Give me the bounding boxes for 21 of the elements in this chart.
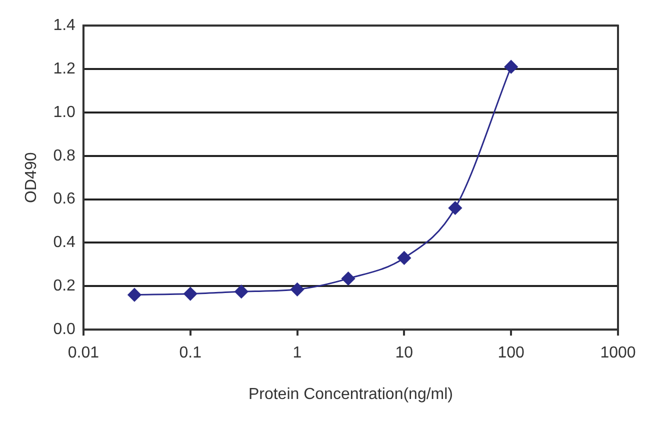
point: [504, 60, 518, 74]
point: [128, 288, 142, 302]
y-axis-title: OD490: [23, 152, 40, 203]
y-tick-label: 1.0: [53, 104, 76, 121]
point: [397, 251, 411, 265]
y-tick-label: 0.4: [53, 234, 76, 252]
point: [342, 272, 356, 286]
x-tick-label: 1000: [600, 344, 636, 362]
y-tick-label: 0.8: [53, 147, 76, 164]
y-tick-label: 0.2: [53, 278, 76, 295]
y-tick-label: 0.0: [53, 321, 76, 338]
y-tick-label: 1.2: [53, 60, 76, 78]
y-tick-label: 1.4: [53, 17, 76, 34]
y-tick-label: 0.6: [53, 190, 76, 208]
point: [234, 284, 248, 298]
x-tick-label: 100: [498, 344, 525, 362]
x-tick-label: 10: [395, 344, 414, 362]
x-axis-title: Protein Concentration(ng/ml): [248, 386, 453, 403]
x-tick-label: 0.1: [179, 344, 202, 362]
x-tick-label: 0.01: [68, 344, 100, 362]
x-tick-label: 1: [292, 344, 302, 362]
